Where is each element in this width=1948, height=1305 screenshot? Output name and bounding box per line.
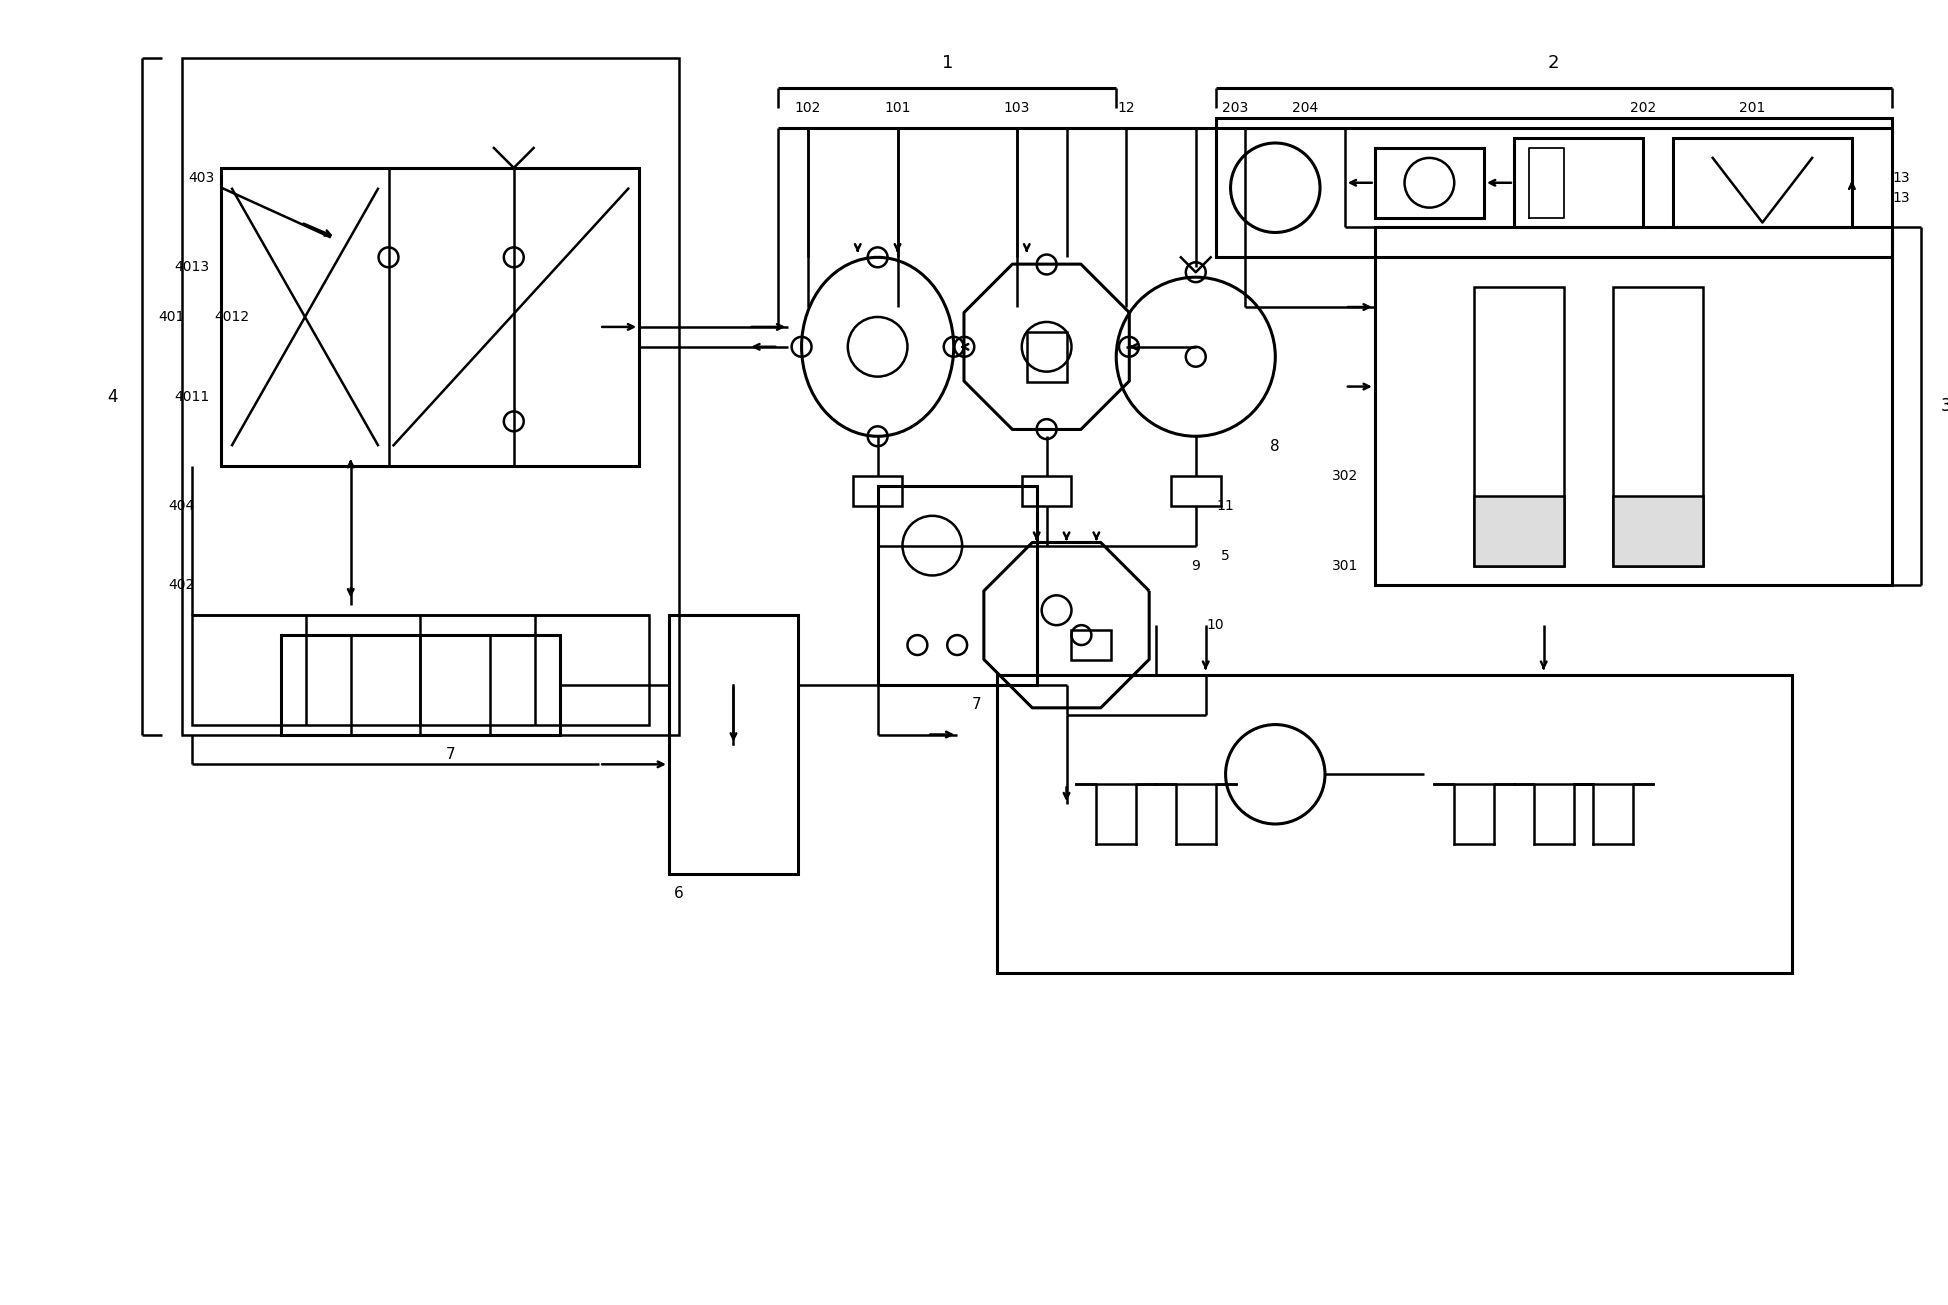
Text: 101: 101 [884, 102, 912, 115]
Bar [1027, 331, 1066, 381]
Text: 4011: 4011 [173, 389, 208, 403]
Text: 301: 301 [1332, 559, 1358, 573]
Text: 203: 203 [1223, 102, 1249, 115]
Bar [1613, 496, 1703, 565]
Text: 103: 103 [1003, 102, 1030, 115]
Text: 4013: 4013 [173, 260, 208, 274]
Bar [191, 615, 649, 724]
Text: 404: 404 [169, 499, 195, 513]
Bar [1514, 138, 1642, 227]
Bar [1375, 227, 1892, 586]
Bar [1071, 630, 1110, 660]
Text: 3: 3 [1940, 398, 1948, 415]
Text: 5: 5 [1221, 548, 1229, 562]
Bar [1375, 147, 1484, 218]
Text: 4012: 4012 [214, 311, 249, 324]
Bar [853, 476, 902, 506]
Text: 9: 9 [1192, 559, 1200, 573]
Text: 402: 402 [169, 578, 195, 592]
Bar [997, 675, 1792, 974]
Text: 7: 7 [972, 697, 982, 713]
Text: 12: 12 [1118, 102, 1136, 115]
Text: 302: 302 [1332, 468, 1358, 483]
Text: 403: 403 [189, 171, 214, 185]
Bar [668, 615, 799, 874]
Bar [1216, 119, 1892, 257]
Text: 7: 7 [446, 746, 456, 762]
Text: 13: 13 [1893, 191, 1911, 205]
Text: 6: 6 [674, 886, 684, 900]
Text: 2: 2 [1549, 55, 1560, 73]
Text: 11: 11 [1218, 499, 1235, 513]
Bar [1673, 138, 1853, 227]
Bar [222, 168, 639, 466]
Bar [1171, 476, 1221, 506]
Text: 204: 204 [1292, 102, 1319, 115]
Text: 13: 13 [1893, 171, 1911, 185]
Text: 1: 1 [941, 55, 953, 73]
Bar [281, 636, 559, 735]
Bar [1023, 476, 1071, 506]
Text: 4: 4 [107, 388, 117, 406]
Bar [181, 59, 678, 735]
Text: 201: 201 [1740, 102, 1765, 115]
Bar [1475, 496, 1564, 565]
Text: 401: 401 [158, 311, 185, 324]
Bar [1613, 287, 1703, 565]
Bar [879, 485, 1036, 685]
Text: 8: 8 [1270, 438, 1280, 454]
Text: 10: 10 [1208, 619, 1225, 632]
Bar [1475, 287, 1564, 565]
Text: 102: 102 [795, 102, 822, 115]
Text: 202: 202 [1630, 102, 1656, 115]
